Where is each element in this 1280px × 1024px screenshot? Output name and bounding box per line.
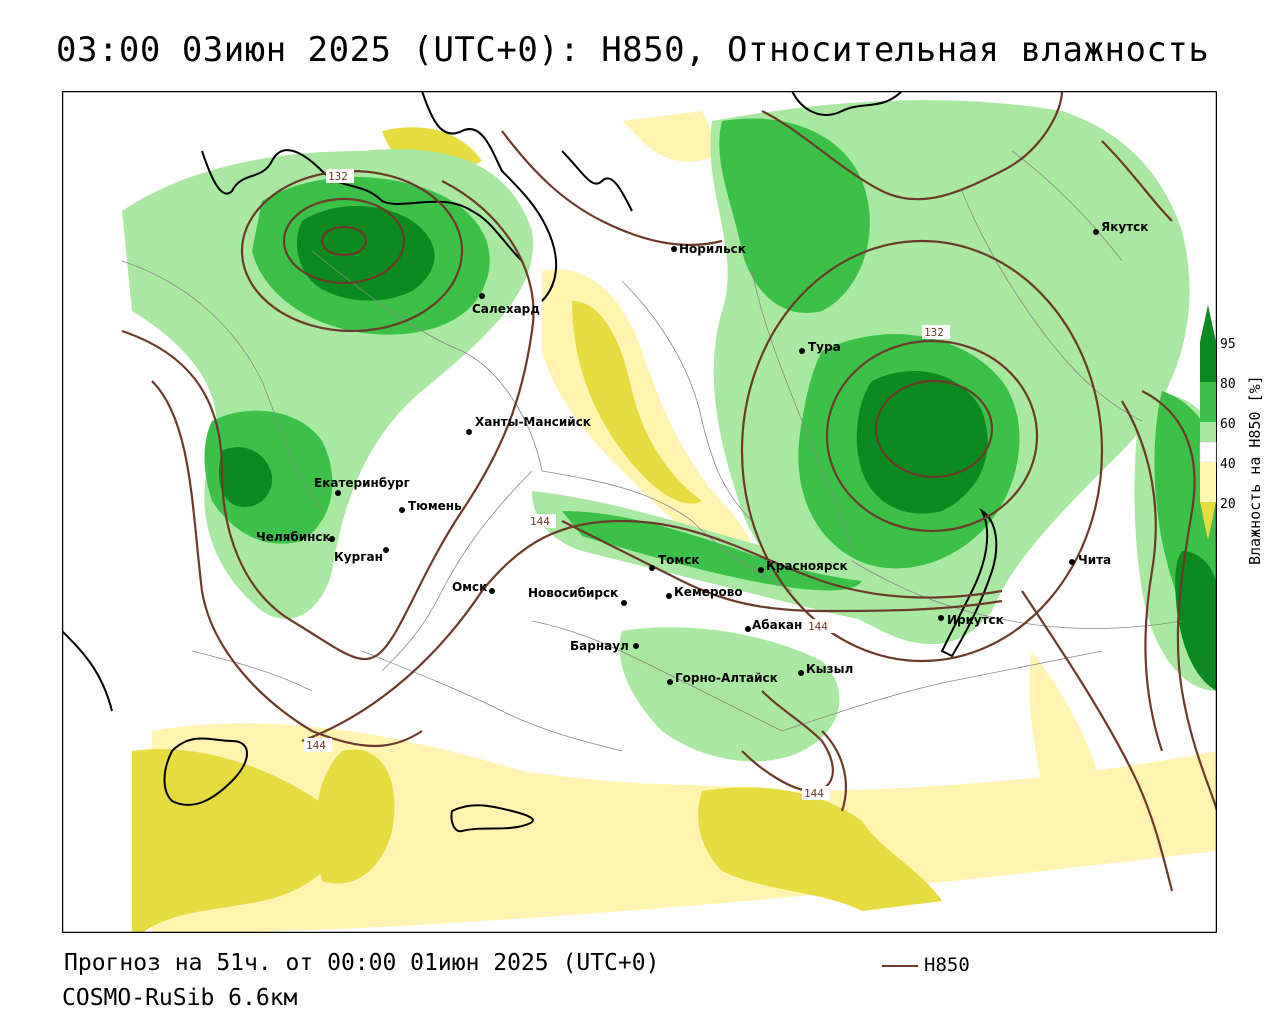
city-label: Горно-Алтайск [675, 671, 778, 685]
contour-legend-swatch [882, 964, 918, 967]
legend-tick-20: 20 [1220, 497, 1236, 512]
city-label: Кызыл [806, 662, 853, 676]
city-label: Иркутск [947, 613, 1004, 627]
city-marker[interactable] [329, 536, 335, 542]
humidity-legend [1196, 300, 1280, 600]
contour-label: 144 [530, 515, 550, 528]
legend-swatch-60 [1200, 422, 1216, 442]
city-label: Ханты-Мансийск [475, 415, 591, 429]
h850-contours [121, 91, 1217, 892]
contour-labels: 132 132 144 144 144 144 [304, 169, 950, 800]
legend-swatch-80 [1200, 382, 1216, 422]
city-label: Якутск [1101, 220, 1148, 234]
city-label: Курган [334, 550, 383, 564]
city-label: Тюмень [408, 499, 462, 513]
legend-title: Влажность на H850 [%] [1246, 375, 1264, 565]
city-label: Норильск [679, 242, 746, 256]
legend-swatch-50 [1199, 441, 1217, 463]
city-label: Салехард [472, 302, 540, 316]
city-marker[interactable] [799, 348, 805, 354]
city-marker[interactable] [621, 600, 627, 606]
city-label: Красноярск [766, 559, 848, 573]
legend-arrow-bottom [1200, 502, 1216, 540]
city-marker[interactable] [335, 490, 341, 496]
contour-label: 144 [808, 620, 828, 633]
legend-tick-95: 95 [1220, 337, 1236, 352]
city-marker[interactable] [383, 547, 389, 553]
legend-tick-80: 80 [1220, 377, 1236, 392]
city-label: Новосибирск [528, 586, 618, 600]
contour-label: 132 [924, 326, 944, 339]
city-label: Томск [658, 553, 700, 567]
coastlines [62, 91, 998, 833]
city-marker[interactable] [489, 588, 495, 594]
city-label: Чита [1078, 553, 1111, 567]
contour-label: 144 [804, 787, 824, 800]
city-marker[interactable] [466, 429, 472, 435]
admin-borders [121, 150, 1183, 752]
cities: Салехард Норильск Якутск Тура Ханты-Манс… [256, 220, 1148, 685]
city-marker[interactable] [938, 615, 944, 621]
map-area[interactable]: 132 132 144 144 144 144 Салехард Норильс… [62, 91, 1217, 933]
legend-swatch-40 [1200, 462, 1216, 502]
model-name: COSMO-RuSib 6.6км [62, 985, 298, 1011]
contour-label: 132 [328, 170, 348, 183]
city-label: Барнаул [570, 639, 629, 653]
city-marker[interactable] [667, 679, 673, 685]
map-frame-border [62, 91, 1217, 933]
city-marker[interactable] [649, 565, 655, 571]
contour-legend-label: H850 [924, 954, 970, 976]
city-marker[interactable] [479, 293, 485, 299]
city-marker[interactable] [745, 626, 751, 632]
city-marker[interactable] [1093, 229, 1099, 235]
legend-arrow-top [1200, 305, 1216, 342]
city-marker[interactable] [633, 643, 639, 649]
city-label: Кемерово [674, 585, 743, 599]
city-label: Абакан [752, 618, 802, 632]
city-label: Омск [452, 580, 487, 594]
city-label: Челябинск [256, 530, 331, 544]
legend-tick-60: 60 [1220, 417, 1236, 432]
legend-swatch-95 [1200, 342, 1216, 382]
city-marker[interactable] [666, 593, 672, 599]
very-wet-zones [218, 206, 1217, 691]
city-marker[interactable] [399, 507, 405, 513]
forecast-info: Прогноз на 51ч. от 00:00 01июн 2025 (UTC… [64, 950, 660, 976]
city-label: Тура [808, 340, 841, 354]
city-marker[interactable] [758, 567, 764, 573]
contour-label: 144 [306, 739, 326, 752]
city-marker[interactable] [1069, 559, 1075, 565]
map-title: 03:00 03июн 2025 (UTC+0): H850, Относите… [56, 30, 1210, 70]
city-label: Екатеринбург [314, 476, 410, 490]
city-marker[interactable] [671, 246, 677, 252]
city-marker[interactable] [798, 670, 804, 676]
legend-tick-40: 40 [1220, 457, 1236, 472]
contour-legend: H850 [882, 954, 970, 976]
